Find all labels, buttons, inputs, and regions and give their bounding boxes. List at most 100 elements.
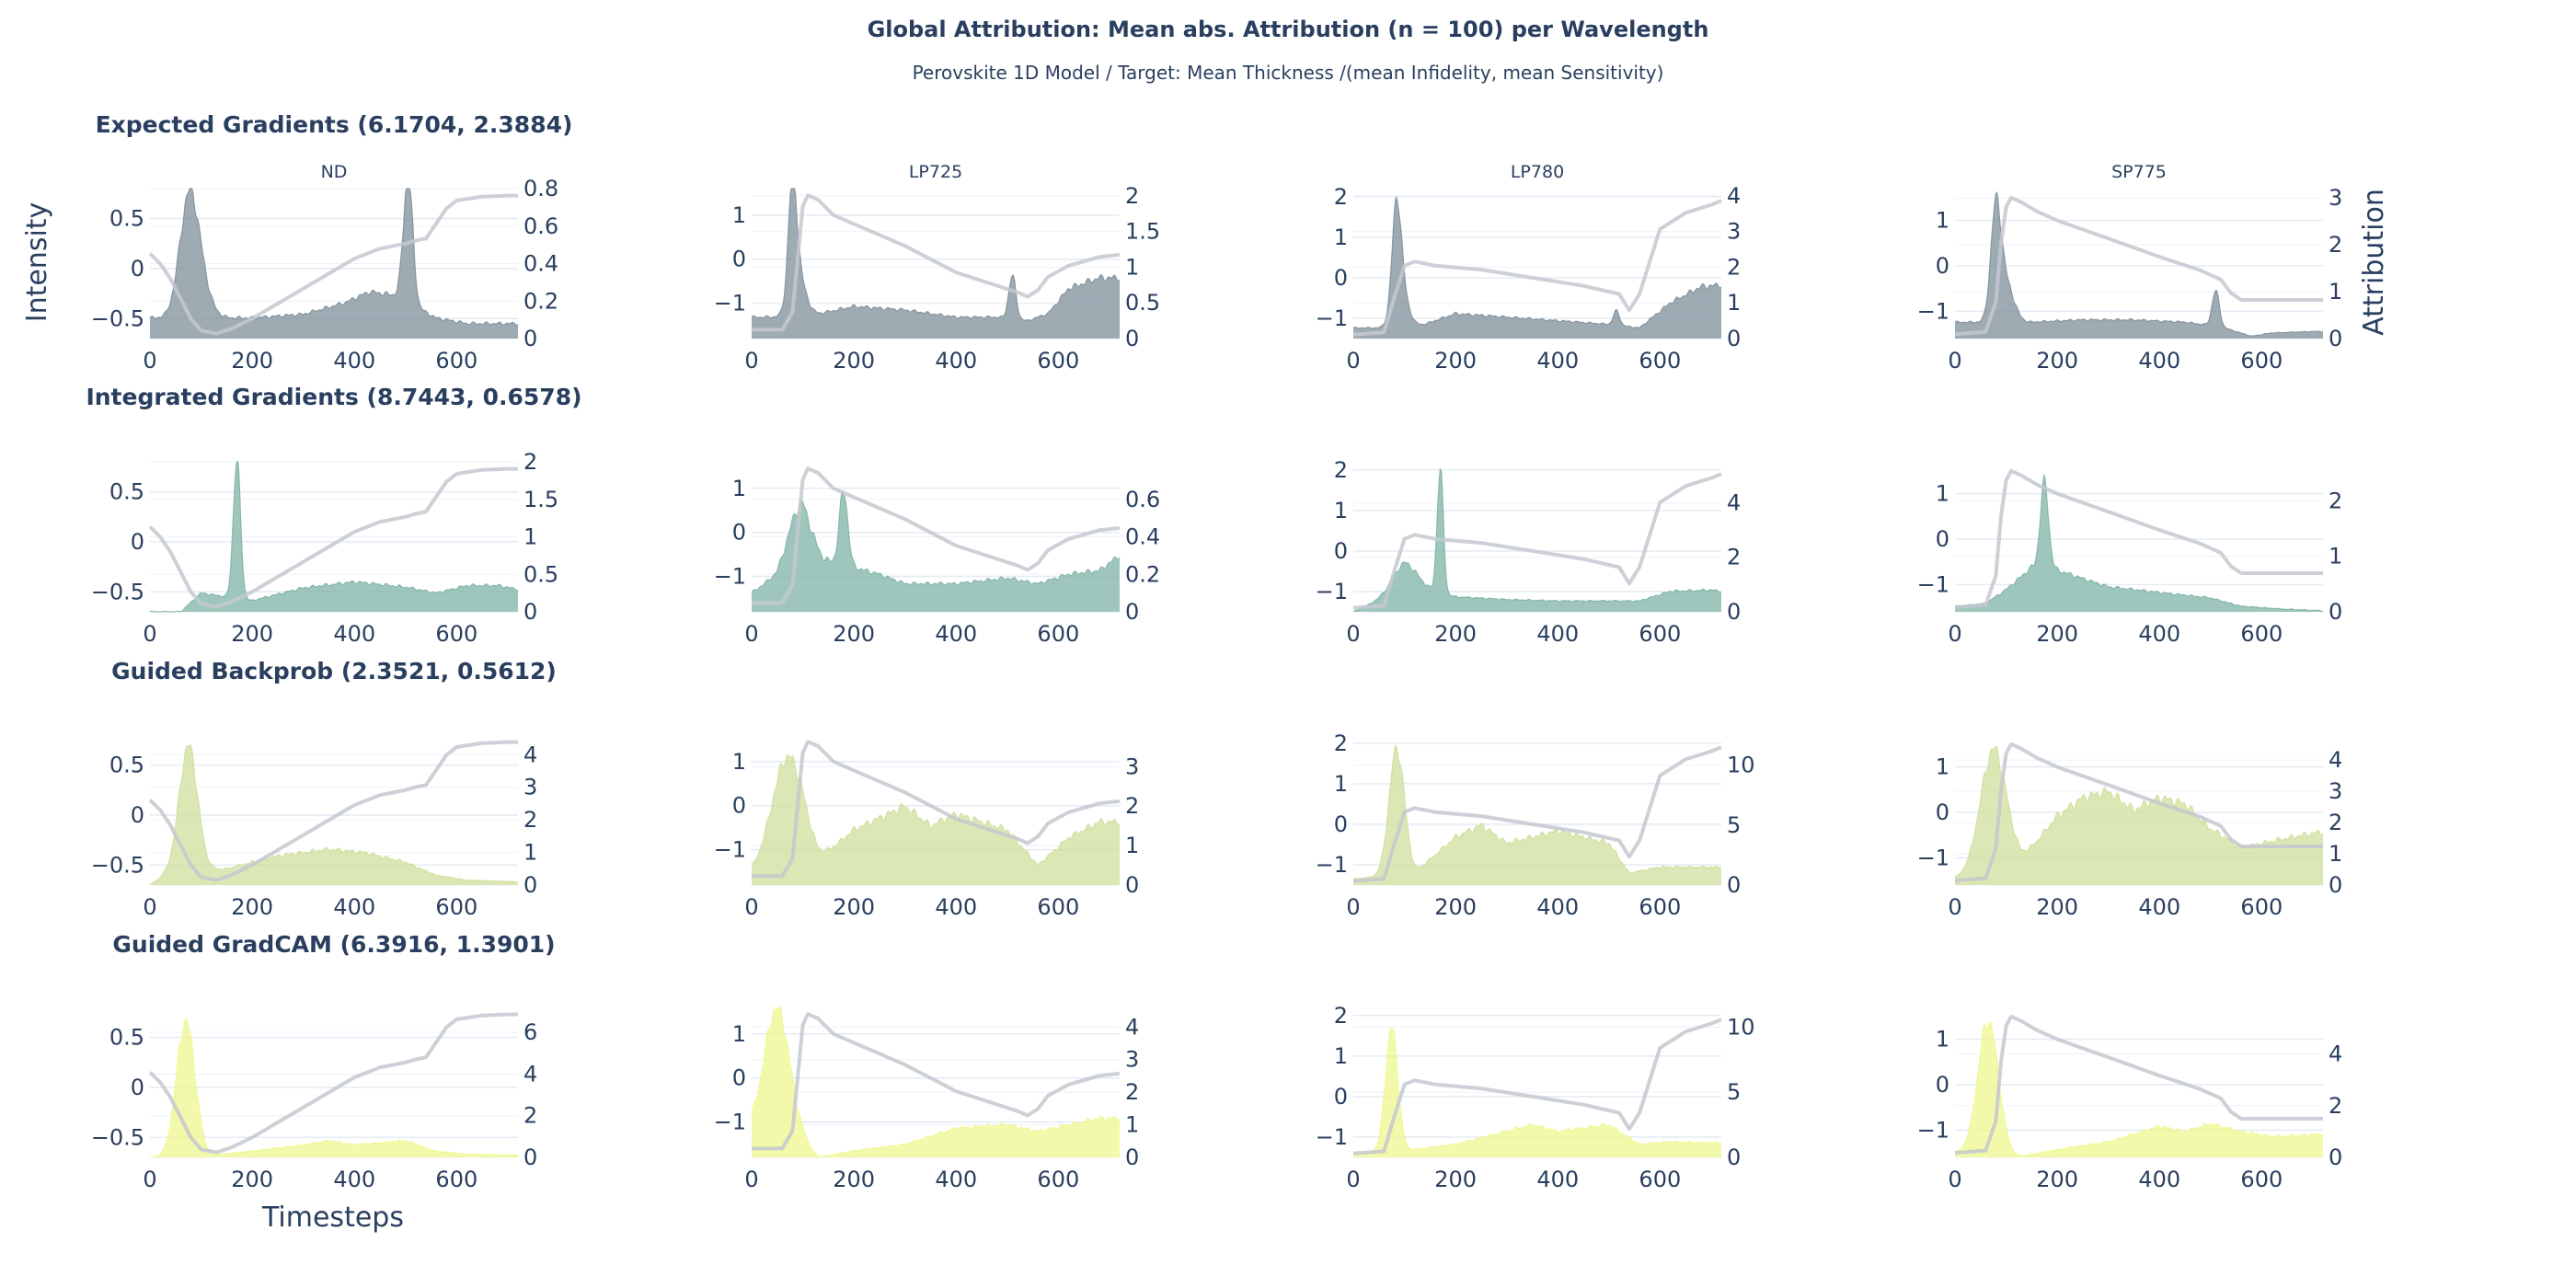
panel-0-1: 1 0 −1 0 0.5 1 1.5 2 0 200 400 600 xyxy=(714,183,1161,374)
attribution-area xyxy=(752,490,1120,612)
y-right-tick-label: 5 xyxy=(1727,1079,1741,1105)
y-right-tick-label: 6 xyxy=(523,1019,537,1045)
figure-subtitle: Perovskite 1D Model / Target: Mean Thick… xyxy=(913,62,1664,84)
y-left-tick-label: 0.5 xyxy=(109,1025,144,1051)
y-left-tick-label: −1 xyxy=(1917,845,1949,870)
y-right-tick-label: 4 xyxy=(523,742,537,767)
x-tick-label: 400 xyxy=(935,894,977,920)
attribution-area xyxy=(150,1018,518,1157)
x-tick-label: 400 xyxy=(333,894,375,920)
intensity-line xyxy=(752,466,1121,605)
x-tick-label: 200 xyxy=(1434,621,1477,647)
y-right-tick-label: 0 xyxy=(1727,872,1741,898)
attribution-area xyxy=(150,189,518,339)
y-right-tick-label: 2 xyxy=(2329,232,2342,258)
y-left-tick-label: 0 xyxy=(1936,799,1949,825)
y-right-tick-label: 4 xyxy=(1125,1014,1139,1040)
attribution-line xyxy=(149,461,519,613)
x-tick-label: 400 xyxy=(333,348,375,374)
y-left-tick-label: 1 xyxy=(1334,224,1348,250)
y-left-tick-label: −1 xyxy=(1917,571,1949,597)
x-tick-label: 200 xyxy=(833,348,875,374)
y-right-tick-label: 0 xyxy=(523,599,537,625)
intensity-line xyxy=(1352,472,1722,610)
y-right-tick-label: 0 xyxy=(2329,872,2342,898)
y-left-tick-label: −1 xyxy=(714,564,746,590)
y-right-tick-label: 2 xyxy=(1125,183,1139,209)
x-tick-label: 0 xyxy=(1948,1167,1961,1192)
y-left-tick-label: 0 xyxy=(1334,1084,1348,1110)
y-right-tick-label: 0 xyxy=(1727,326,1741,351)
y-left-tick-label: 1 xyxy=(732,202,746,228)
y-right-tick-label: 3 xyxy=(1125,753,1139,779)
y-left-tick-label: −0.5 xyxy=(91,579,144,604)
x-tick-label: 600 xyxy=(1037,894,1079,920)
x-tick-label: 0 xyxy=(744,621,758,647)
y-left-tick-label: 0 xyxy=(131,256,144,282)
y-left-tick-label: 2 xyxy=(1334,184,1348,210)
x-tick-label: 200 xyxy=(833,894,875,920)
panel-2-0: 0.5 0 −0.5 0 1 2 3 4 0 200 400 600 xyxy=(91,740,537,920)
y-left-tick-label: 1 xyxy=(1936,1027,1949,1052)
y-right-tick-label: 2 xyxy=(1727,254,1741,280)
y-right-tick-label: 0 xyxy=(1125,872,1139,898)
y-right-tick-label: 0 xyxy=(1125,599,1139,625)
row-title-2: Guided Backprob (2.3521, 0.5612) xyxy=(111,658,557,684)
row-title-1: Integrated Gradients (8.7443, 0.6578) xyxy=(86,384,581,410)
x-tick-label: 600 xyxy=(1639,1167,1681,1192)
attribution-line xyxy=(751,1006,1121,1157)
y-right-tick-label: 2 xyxy=(2329,488,2342,513)
y-right-tick-label: 3 xyxy=(2329,185,2342,211)
y-left-tick-label: 1 xyxy=(732,1021,746,1047)
x-tick-label: 400 xyxy=(1536,1167,1579,1192)
x-tick-label: 200 xyxy=(1434,894,1477,920)
y-right-tick-label: 3 xyxy=(2329,778,2342,804)
y-left-tick-label: 1 xyxy=(1936,208,1949,234)
x-tick-label: 600 xyxy=(1639,621,1681,647)
y-right-tick-label: 1 xyxy=(1125,254,1139,280)
x-tick-label: 200 xyxy=(2036,348,2078,374)
column-header-sp775: SP775 xyxy=(2111,162,2167,182)
x-tick-label: 400 xyxy=(935,621,977,647)
attribution-line xyxy=(751,753,1121,868)
y-right-tick-label: 4 xyxy=(2329,1041,2342,1067)
intensity-line xyxy=(148,466,518,609)
intensity-line xyxy=(752,740,1121,879)
attribution-area xyxy=(752,754,1120,885)
y-right-tick-label: 0.6 xyxy=(1125,487,1160,512)
y-left-tick-label: 0.5 xyxy=(109,479,144,505)
y-right-tick-label: 0.2 xyxy=(1125,561,1160,587)
panel-3-3: 1 0 −1 0 2 4 0 200 400 600 xyxy=(1917,1014,2342,1192)
y-left-tick-label: −1 xyxy=(714,837,746,863)
attribution-area xyxy=(1955,745,2323,885)
y-left-tick-label: −1 xyxy=(714,1110,746,1135)
x-tick-label: 200 xyxy=(2036,1167,2078,1192)
y-right-tick-label: 0.5 xyxy=(1125,290,1160,316)
y-right-tick-label: 1 xyxy=(2329,841,2342,867)
x-tick-label: 400 xyxy=(2138,894,2180,920)
y-left-tick-label: −1 xyxy=(1316,579,1348,604)
y-left-tick-label: 1 xyxy=(1334,498,1348,523)
x-tick-label: 600 xyxy=(1037,1167,1079,1192)
y-left-tick-label: 1 xyxy=(1936,754,1949,780)
panel-2-1: 1 0 −1 0 1 2 3 0 200 400 600 xyxy=(714,740,1139,920)
y-right-tick-label: 0.2 xyxy=(523,288,558,314)
y-right-tick-label: 1.5 xyxy=(1125,219,1160,245)
x-tick-label: 400 xyxy=(1536,894,1579,920)
y-left-tick-label: 0 xyxy=(131,802,144,828)
x-tick-label: 600 xyxy=(435,621,477,647)
y-right-tick-label: 0.4 xyxy=(523,251,558,277)
x-tick-label: 600 xyxy=(2240,1167,2283,1192)
y-right-tick-label: 1 xyxy=(1125,1112,1139,1138)
x-tick-label: 600 xyxy=(435,1167,477,1192)
x-tick-label: 600 xyxy=(1639,348,1681,374)
y-left-tick-label: −1 xyxy=(1316,305,1348,331)
y-left-tick-label: −1 xyxy=(1316,1124,1348,1150)
x-tick-label: 200 xyxy=(833,621,875,647)
x-tick-label: 200 xyxy=(833,1167,875,1192)
y-left-tick-label: 0 xyxy=(1334,538,1348,564)
x-tick-label: 0 xyxy=(744,894,758,920)
x-tick-label: 0 xyxy=(1346,1167,1360,1192)
